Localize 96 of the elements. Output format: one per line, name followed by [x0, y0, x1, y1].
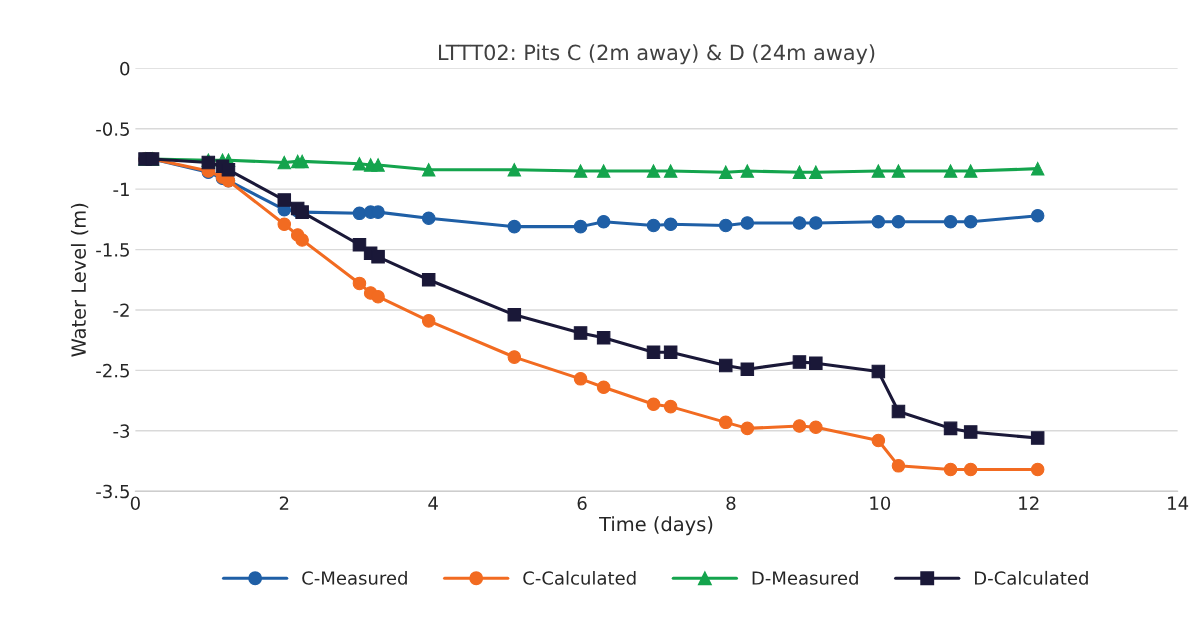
chart-title: LTTT02: Pits C (2m away) & D (24m away): [439, 44, 875, 65]
point: [371, 250, 385, 264]
point: [740, 421, 755, 436]
point: [663, 217, 678, 231]
y-tick-label: -0.5: [96, 122, 129, 136]
point: [718, 415, 733, 430]
point: [740, 216, 755, 230]
point: [277, 193, 292, 207]
point: [596, 215, 611, 229]
y-tick-label: -2: [113, 303, 129, 317]
point: [507, 219, 522, 234]
point: [792, 419, 807, 433]
point: [663, 399, 678, 414]
point: [1030, 161, 1045, 176]
point: [718, 218, 733, 233]
point: [421, 273, 436, 287]
point: [871, 364, 886, 379]
point: [963, 164, 978, 178]
point: [963, 462, 978, 477]
legend-label: C-Calculated: [523, 570, 636, 585]
x-tick-label: 8: [726, 496, 736, 511]
point: [663, 164, 678, 178]
point: [596, 331, 611, 345]
y-tick-label: -1.5: [96, 243, 129, 257]
y-tick-label: -2.5: [96, 363, 129, 378]
y-axis-title: Water Level (m): [70, 203, 89, 357]
point: [809, 356, 823, 370]
point: [421, 314, 436, 328]
y-tick-label: -3.5: [96, 484, 129, 499]
point: [421, 163, 436, 177]
legend-label: C-Measured: [302, 570, 407, 585]
point: [871, 164, 886, 178]
point: [352, 157, 367, 171]
point: [221, 163, 236, 177]
legend-label: D-Measured: [752, 570, 858, 585]
point: [963, 215, 978, 229]
y-tick-label: -1: [113, 182, 129, 197]
point: [371, 289, 385, 304]
point: [963, 425, 978, 439]
point: [871, 433, 886, 448]
point: [740, 164, 755, 178]
point: [573, 219, 588, 234]
x-tick-label: 14: [1168, 496, 1189, 510]
point: [277, 155, 292, 170]
point: [596, 380, 611, 395]
x-tick-label: 0: [130, 496, 140, 511]
point: [295, 233, 309, 247]
legend-label: D-Calculated: [975, 570, 1088, 585]
point: [507, 350, 522, 364]
point: [646, 397, 661, 411]
point: [352, 276, 367, 291]
point: [573, 372, 588, 386]
x-tick-label: 4: [428, 496, 438, 510]
point: [943, 421, 958, 436]
x-tick-label: 12: [1019, 496, 1039, 510]
point: [943, 164, 958, 178]
point: [1030, 462, 1045, 477]
point: [1030, 431, 1045, 445]
point: [943, 215, 958, 229]
point: [792, 165, 807, 180]
point: [646, 164, 661, 178]
point: [646, 218, 661, 233]
x-tick-label: 6: [577, 496, 587, 511]
point: [507, 163, 522, 177]
point: [809, 216, 823, 230]
point: [718, 165, 733, 180]
point: [871, 215, 886, 229]
x-axis-title: Time (days): [599, 516, 713, 536]
point: [718, 358, 733, 373]
point: [792, 355, 807, 369]
point: [891, 404, 906, 419]
y-tick-label: 0: [120, 61, 130, 76]
point: [1030, 208, 1045, 223]
x-tick-label: 10: [870, 496, 891, 511]
point: [809, 420, 823, 434]
point: [596, 164, 611, 178]
y-tick-label: -3: [113, 424, 130, 438]
point: [277, 217, 292, 231]
point: [891, 215, 906, 229]
point: [809, 165, 823, 180]
point: [792, 216, 807, 230]
point: [663, 345, 678, 360]
point: [943, 462, 958, 477]
x-tick-label: 2: [279, 496, 289, 510]
point: [507, 308, 522, 322]
point: [573, 326, 588, 340]
point: [295, 154, 309, 169]
point: [371, 158, 385, 172]
point: [573, 164, 588, 178]
point: [352, 206, 367, 221]
point: [421, 211, 436, 225]
point: [646, 345, 661, 360]
point: [352, 237, 367, 252]
point: [740, 362, 755, 376]
point: [891, 459, 906, 473]
point: [891, 164, 906, 178]
